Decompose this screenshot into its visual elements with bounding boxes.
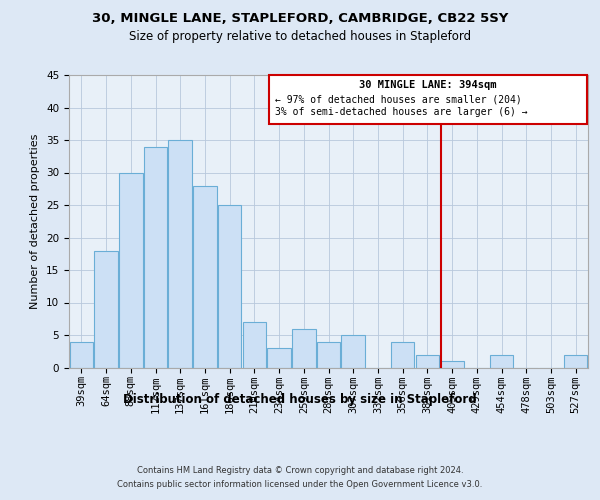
Bar [70,342,93,367]
Y-axis label: Number of detached properties: Number of detached properties [31,134,40,309]
Bar [440,361,464,368]
Bar [269,75,587,124]
Bar [292,328,316,368]
Text: 3% of semi-detached houses are larger (6) →: 3% of semi-detached houses are larger (6… [275,107,528,117]
Bar [564,354,587,368]
Text: Distribution of detached houses by size in Stapleford: Distribution of detached houses by size … [123,392,477,406]
Bar [193,186,217,368]
Bar [416,354,439,368]
Bar [341,335,365,368]
Bar [169,140,192,368]
Text: 30, MINGLE LANE, STAPLEFORD, CAMBRIDGE, CB22 5SY: 30, MINGLE LANE, STAPLEFORD, CAMBRIDGE, … [92,12,508,26]
Bar [218,205,241,368]
Bar [317,342,340,367]
Bar [242,322,266,368]
Bar [268,348,291,368]
Text: 30 MINGLE LANE: 394sqm: 30 MINGLE LANE: 394sqm [359,80,497,90]
Text: Contains public sector information licensed under the Open Government Licence v3: Contains public sector information licen… [118,480,482,489]
Bar [94,250,118,368]
Text: Contains HM Land Registry data © Crown copyright and database right 2024.: Contains HM Land Registry data © Crown c… [137,466,463,475]
Bar [391,342,415,367]
Text: ← 97% of detached houses are smaller (204): ← 97% of detached houses are smaller (20… [275,94,522,104]
Bar [119,172,143,368]
Bar [144,146,167,368]
Text: Size of property relative to detached houses in Stapleford: Size of property relative to detached ho… [129,30,471,43]
Bar [490,354,513,368]
